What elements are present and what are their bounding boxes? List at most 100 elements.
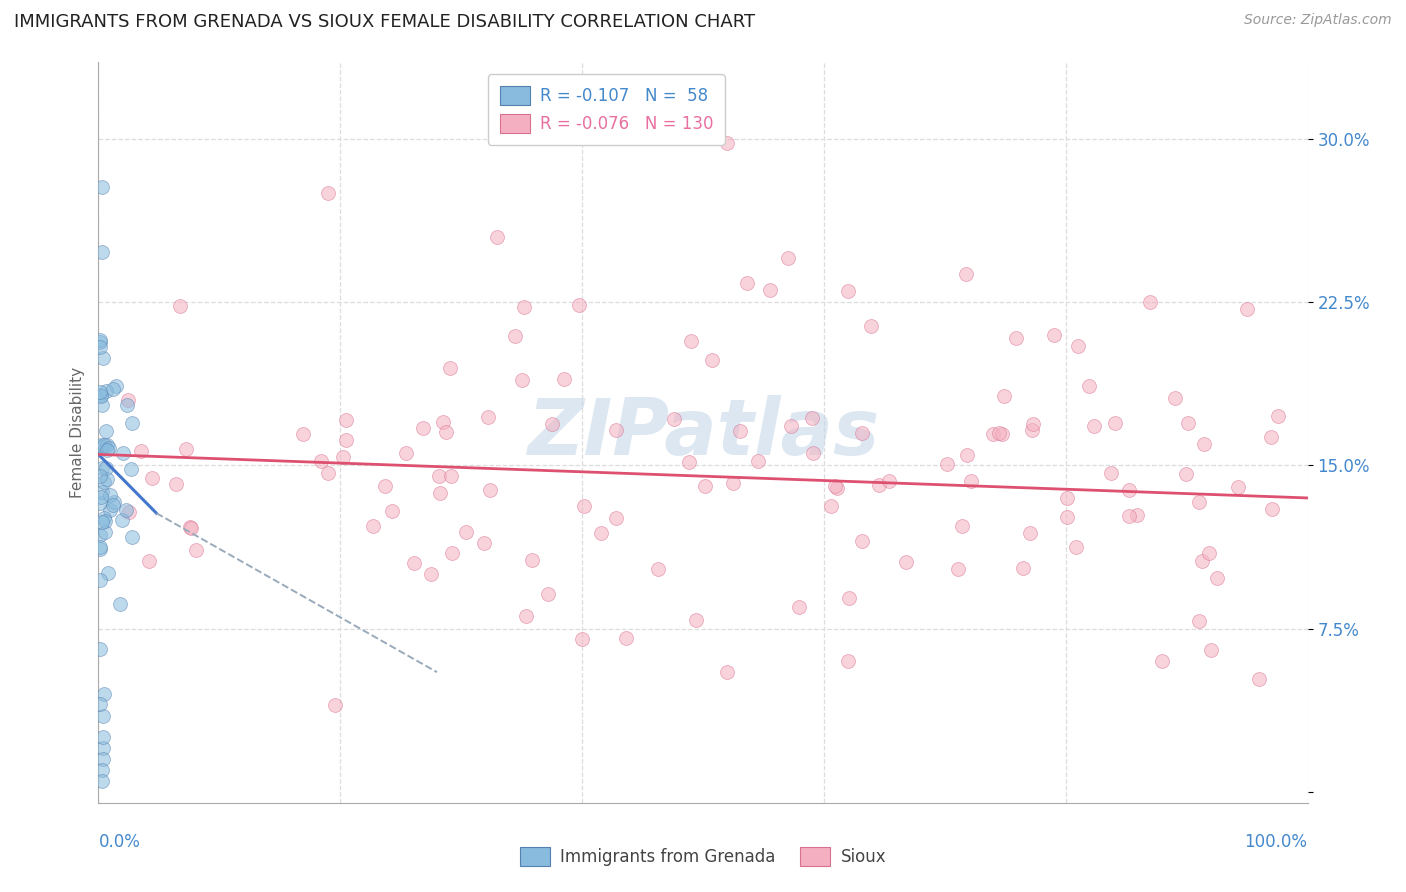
Point [981,426,1004,441]
Point [801,446,824,460]
Point [165,477,187,491]
Point [950,519,973,533]
Point [174,442,197,456]
Point [361,519,384,533]
Point [90,485,112,500]
Point [1078,379,1101,393]
Point [381,504,404,518]
Point [1236,301,1258,316]
Point [565,120,588,135]
Point [605,510,627,524]
Point [454,524,477,539]
Point [89,574,111,588]
Point [1118,508,1140,523]
Point [1056,491,1078,505]
Point [1012,561,1035,575]
Point [1177,417,1199,431]
Point [89,341,111,355]
Point [605,423,627,437]
Point [780,418,803,433]
Text: IMMIGRANTS FROM GRENADA VS SIOUX FEMALE DISABILITY CORRELATION CHART: IMMIGRANTS FROM GRENADA VS SIOUX FEMALE … [14,13,755,31]
Point [515,609,537,624]
Point [90,389,112,403]
Point [120,461,142,475]
Point [824,479,846,493]
Point [1126,508,1149,523]
Point [510,373,533,387]
Point [1083,419,1105,434]
Point [91,752,114,766]
Point [1056,509,1078,524]
Y-axis label: Female Disability: Female Disability [69,367,84,499]
Point [97,566,120,580]
Point [685,613,707,627]
Point [827,481,849,495]
Point [89,642,111,657]
Point [936,458,959,472]
Point [1139,295,1161,310]
Point [1064,541,1087,555]
Text: Source: ZipAtlas.com: Source: ZipAtlas.com [1244,13,1392,28]
Point [959,474,981,488]
Point [90,388,112,402]
Point [184,543,207,558]
Point [91,731,114,745]
Point [1163,392,1185,406]
Point [101,498,124,512]
Point [1104,416,1126,430]
Point [1005,330,1028,344]
Point [89,540,111,554]
Text: ZIPatlas: ZIPatlas [527,394,879,471]
Point [988,425,1011,440]
Point [292,426,315,441]
Point [572,500,595,514]
Point [89,698,111,712]
Point [429,486,451,500]
Legend: Immigrants from Grenada, Sioux: Immigrants from Grenada, Sioux [512,838,894,875]
Point [695,479,717,493]
Point [94,425,117,439]
Point [440,469,463,483]
Point [513,300,536,314]
Point [332,450,354,464]
Point [98,502,121,516]
Point [93,687,115,701]
Point [91,741,114,756]
Point [1042,327,1064,342]
Point [91,351,114,365]
Point [1206,571,1229,585]
Point [89,542,111,557]
Point [440,546,463,560]
Point [103,382,125,396]
Point [837,284,859,298]
Point [169,299,191,313]
Point [589,526,612,541]
Point [553,372,575,386]
Point [1067,338,1090,352]
Point [94,514,117,528]
Point [115,398,138,412]
Point [838,591,860,605]
Point [1022,417,1045,431]
Point [479,483,502,498]
Point [700,353,723,368]
Point [801,411,824,425]
Point [90,461,112,475]
Point [97,441,120,455]
Point [404,556,426,570]
Point [894,555,917,569]
Text: 100.0%: 100.0% [1244,833,1308,851]
Point [316,467,339,481]
Point [94,384,117,399]
Point [568,298,591,312]
Point [121,416,143,430]
Point [747,453,769,467]
Point [90,398,112,412]
Point [1260,430,1282,444]
Point [138,554,160,568]
Point [91,708,114,723]
Point [1199,643,1222,657]
Point [678,455,700,469]
Point [716,136,738,150]
Point [121,530,143,544]
